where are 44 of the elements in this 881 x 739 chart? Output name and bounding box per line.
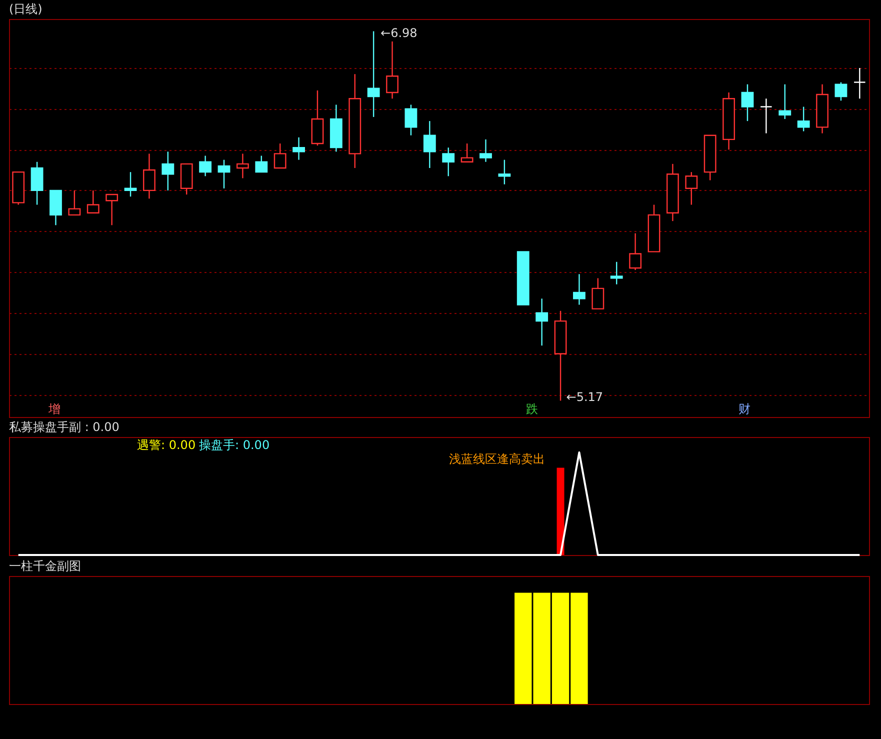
candlestick (255, 155, 268, 173)
candlestick (274, 142, 286, 169)
candlestick (404, 104, 418, 136)
candlestick (106, 194, 118, 226)
candlestick (573, 274, 586, 306)
candlestick (423, 120, 436, 169)
candlestick (236, 153, 249, 179)
candlestick (592, 278, 604, 310)
candlestick (460, 142, 474, 162)
candlestick (86, 190, 100, 214)
annotation: 跌 (526, 402, 538, 416)
candlestick (778, 84, 792, 120)
text: 遇警: 0.00 (137, 438, 196, 452)
candlestick (853, 67, 866, 100)
candlestick (498, 159, 511, 185)
candlestick (292, 136, 305, 160)
candlestick (480, 138, 492, 162)
candlestick (68, 190, 81, 216)
candlestick (760, 98, 772, 134)
text: 操盘手: 0.00 (199, 438, 270, 452)
candlestick (797, 106, 810, 132)
candlestick (124, 171, 137, 198)
candlestick (834, 82, 848, 102)
chart-title: 一柱千金副图 (9, 559, 81, 573)
candlestick (30, 161, 44, 206)
chart-title: (日线) (9, 2, 42, 16)
annotation: ←5.17 (566, 390, 604, 404)
candlestick (629, 232, 642, 271)
annotation: 浅蓝线区逢高卖出 (449, 452, 545, 466)
annotation: ←6.98 (380, 26, 418, 40)
candlestick (218, 159, 230, 190)
annotation: 增 (48, 402, 61, 416)
candlestick (536, 298, 548, 346)
candlestick (367, 30, 380, 118)
candlestick (741, 84, 754, 122)
candlestick (442, 146, 455, 177)
candlestick (143, 153, 156, 200)
candlestick (386, 40, 398, 100)
annotation: 财 (738, 402, 750, 416)
candlestick (685, 171, 698, 206)
candlestick (610, 261, 623, 285)
chart-title: 私募操盘手副 : 0.00 (9, 420, 120, 434)
candlestick (162, 151, 174, 192)
candlestick (199, 155, 212, 177)
